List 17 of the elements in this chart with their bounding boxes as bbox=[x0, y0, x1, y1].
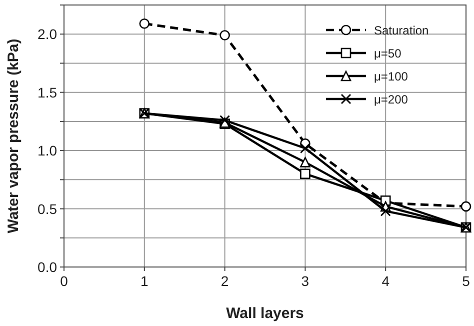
x-tick-label: 2 bbox=[220, 273, 229, 289]
y-tick-label: 1.0 bbox=[38, 142, 58, 159]
y-tick-label: 0.5 bbox=[38, 200, 58, 217]
x-tick-label: 0 bbox=[60, 273, 68, 289]
x-tick-label: 3 bbox=[301, 273, 310, 289]
y-axis-title: Water vapor pressure (kPa) bbox=[5, 38, 22, 234]
legend-label: Saturation bbox=[374, 24, 429, 38]
y-tick-label: 2.0 bbox=[38, 26, 58, 42]
legend-label: μ=100 bbox=[374, 70, 408, 84]
x-axis-title: Wall layers bbox=[226, 305, 304, 322]
legend-label: μ=50 bbox=[374, 46, 402, 60]
legend-label: μ=200 bbox=[374, 92, 408, 106]
x-tick-label: 4 bbox=[382, 273, 390, 289]
y-tick-label: 0.0 bbox=[38, 259, 58, 275]
x-tick-label: 1 bbox=[140, 273, 148, 289]
x-tick-label: 5 bbox=[462, 273, 470, 289]
y-tick-label: 1.5 bbox=[38, 84, 58, 100]
